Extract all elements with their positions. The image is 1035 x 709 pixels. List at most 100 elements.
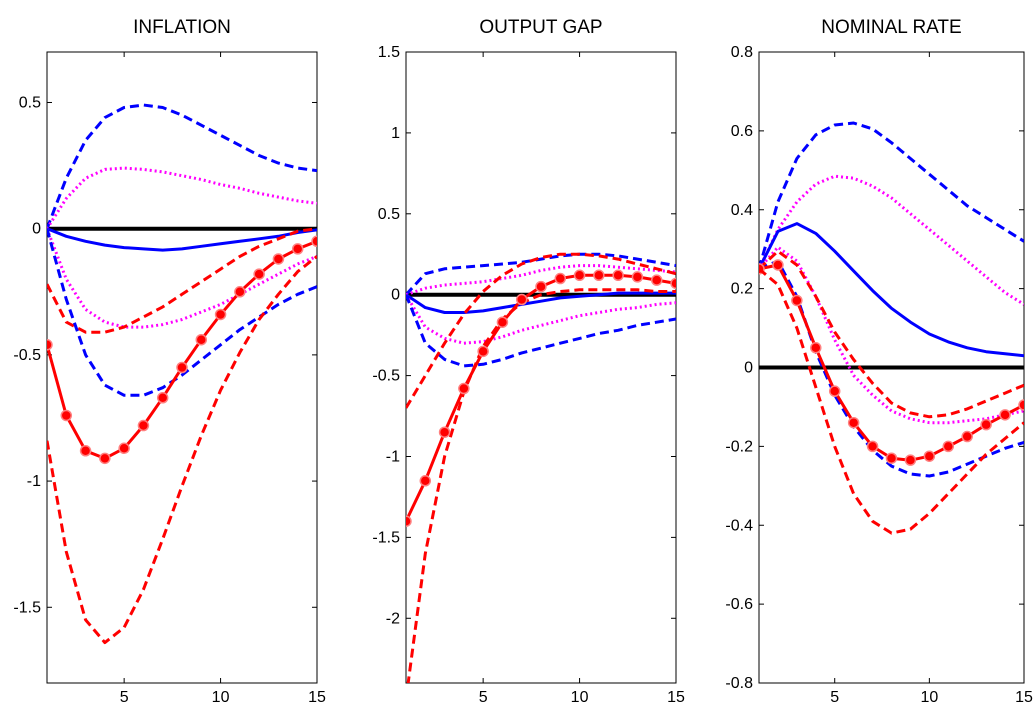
nominal-rate-panel: NOMINAL RATE -0.8 -0.6 -0.4 -0.2 0 0.2 0.4 0.6 0.… xyxy=(725,17,1033,706)
output-gap-marker-point xyxy=(458,382,470,395)
inflation-title: INFLATION xyxy=(133,17,231,38)
output-gap-marker-point xyxy=(670,277,676,290)
output-gap-marker-point xyxy=(631,271,644,283)
output-gap-ytick-label: -2 xyxy=(386,610,400,627)
nominal-rate-ytick-label: 0.8 xyxy=(731,44,753,61)
nominal-rate-marker-point xyxy=(923,450,936,462)
nominal-rate-ytick-label: 0 xyxy=(744,360,753,377)
nominal-rate-series-dashed-1 xyxy=(759,121,1024,270)
output-gap-ytick-label: -0.5 xyxy=(372,368,400,385)
nominal-rate-series-dotted-2 xyxy=(759,174,1024,306)
inflation-marker-point xyxy=(195,333,208,346)
inflation-marker-point xyxy=(137,419,150,432)
inflation-marker-point xyxy=(118,442,130,455)
nominal-rate-series-solid-3 xyxy=(759,222,1024,358)
inflation-marker-point xyxy=(291,243,304,255)
nominal-rate-series-solid-marker-7 xyxy=(759,263,1024,462)
inflation-series-dashed-5 xyxy=(47,227,317,334)
output-gap-title: OUTPUT GAP xyxy=(479,17,602,38)
output-gap-marker-point xyxy=(406,515,412,527)
inflation-series-dotted-2 xyxy=(47,166,317,230)
inflation-ytick-label: 0.5 xyxy=(19,94,41,111)
inflation-ytick-label: -1 xyxy=(27,473,41,490)
nominal-rate-ytick-label: -0.4 xyxy=(725,517,753,534)
output-gap-series-dotted-4 xyxy=(406,293,676,345)
inflation-marker-point xyxy=(99,452,111,465)
nominal-rate-ytick-label: -0.8 xyxy=(725,675,753,692)
nominal-rate-marker-point xyxy=(791,294,803,307)
output-gap-marker-point xyxy=(554,272,567,285)
inflation-marker-point xyxy=(214,308,227,321)
nominal-rate-series-dashed-8 xyxy=(759,267,1024,535)
inflation-plot-area xyxy=(47,103,317,645)
inflation-series-dashed-6 xyxy=(47,228,317,397)
inflation-panel: INFLATION -1.5 -1 -0.5 0 0.5 5 10 15 xyxy=(13,17,326,706)
inflation-ytick-label: 0 xyxy=(32,221,41,238)
nominal-rate-marker-point xyxy=(980,418,992,431)
output-gap-series-dashed-5 xyxy=(406,294,676,368)
output-gap-series-dotted-2 xyxy=(406,264,676,297)
nominal-rate-marker-point xyxy=(847,416,860,429)
output-gap-ytick-label: -1.5 xyxy=(372,529,400,546)
output-gap-marker-point xyxy=(612,269,624,282)
inflation-marker-point xyxy=(47,339,53,351)
output-gap-series-dashed-6 xyxy=(406,252,676,409)
nominal-rate-marker-point xyxy=(885,452,898,464)
inflation-series-dashed-1 xyxy=(47,103,317,230)
inflation-xtick-label: 5 xyxy=(120,689,129,706)
nominal-rate-marker-point xyxy=(866,440,879,453)
nominal-rate-plot-area xyxy=(759,121,1024,535)
nominal-rate-marker-point xyxy=(904,454,917,466)
inflation-marker-point xyxy=(272,253,285,265)
nominal-rate-xtick-label: 15 xyxy=(1015,689,1033,706)
output-gap-marker-point xyxy=(477,345,489,358)
nominal-rate-series-dashed-6 xyxy=(759,249,1024,419)
output-gap-plot-area xyxy=(406,252,676,683)
output-gap-axes-frame xyxy=(405,51,677,684)
inflation-axes-frame xyxy=(46,51,318,684)
output-gap-series-dashed-7 xyxy=(406,288,676,683)
output-gap-marker-point xyxy=(496,316,509,328)
nominal-rate-ytick-label: -0.6 xyxy=(725,596,753,613)
nominal-rate-marker-point xyxy=(828,385,841,397)
inflation-series-solid-3 xyxy=(47,227,317,252)
nominal-rate-marker-point xyxy=(1018,399,1024,411)
output-gap-panel: OUTPUT GAP -2 -1.5 -1 -0.5 0 0.5 1 1.5 5 10 15 xyxy=(372,17,685,706)
output-gap-xtick-label: 10 xyxy=(571,689,589,706)
nominal-rate-ytick-label: 0.6 xyxy=(731,123,753,140)
inflation-marker-point xyxy=(176,361,188,374)
inflation-marker-point xyxy=(234,286,246,298)
inflation-marker-point xyxy=(311,235,317,248)
nominal-rate-marker-point xyxy=(961,430,973,443)
output-gap-xtick-label: 5 xyxy=(479,689,488,706)
output-gap-ytick-label: 1.5 xyxy=(378,44,400,61)
nominal-rate-title: NOMINAL RATE xyxy=(821,17,961,38)
nominal-rate-ytick-label: 0.2 xyxy=(731,281,753,298)
inflation-ytick-label: -1.5 xyxy=(13,599,41,616)
nominal-rate-marker-point xyxy=(810,342,822,354)
output-gap-marker-point xyxy=(650,274,663,286)
inflation-xtick-label: 15 xyxy=(308,689,326,706)
nominal-rate-xtick-label: 10 xyxy=(920,689,938,706)
nominal-rate-marker-point xyxy=(999,409,1011,421)
output-gap-marker-point xyxy=(419,475,432,487)
output-gap-ytick-label: -1 xyxy=(386,448,400,465)
inflation-marker-point xyxy=(253,268,265,280)
output-gap-marker-point xyxy=(573,269,586,282)
inflation-series-dashed-8 xyxy=(47,255,317,645)
inflation-ytick-label: -0.5 xyxy=(13,347,41,364)
output-gap-ytick-label: 0 xyxy=(391,287,400,304)
nominal-rate-ytick-label: 0.4 xyxy=(731,202,753,219)
inflation-marker-point xyxy=(79,445,92,457)
output-gap-ytick-label: 1 xyxy=(391,125,400,142)
output-gap-marker-point xyxy=(438,426,451,438)
output-gap-ytick-label: 0.5 xyxy=(378,206,400,223)
inflation-series-dotted-4 xyxy=(47,228,317,329)
nominal-rate-ytick-label: -0.2 xyxy=(725,438,753,455)
output-gap-xtick-label: 15 xyxy=(667,689,685,706)
nominal-rate-xtick-label: 5 xyxy=(830,689,839,706)
output-gap-series-solid-3 xyxy=(406,291,676,314)
output-gap-marker-point xyxy=(515,293,528,306)
inflation-marker-point xyxy=(156,392,169,404)
